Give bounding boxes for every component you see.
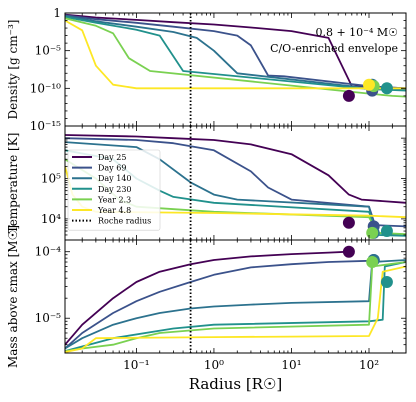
legend-label: Day 69 — [98, 164, 126, 173]
axes-frame — [64, 239, 407, 354]
endpoint-marker-day-230 — [380, 82, 393, 95]
y-tick-label: 10⁻⁵ — [35, 44, 62, 58]
series-line-day-230 — [65, 261, 406, 352]
mass-panel — [64, 239, 407, 354]
legend-label: Roche radius — [98, 217, 151, 226]
endpoint-marker-day-25 — [342, 245, 355, 258]
endpoint-marker-day-25 — [342, 89, 355, 102]
y-tick-label: 10⁻¹⁵ — [30, 119, 61, 133]
x-tick-label: 10⁰ — [204, 358, 224, 372]
legend-label: Day 25 — [98, 153, 126, 162]
endpoint-marker-day-230 — [380, 276, 393, 288]
series-line-day-25 — [65, 134, 406, 204]
mass-axis-label: Mass above εmax [M☉] — [6, 225, 20, 368]
legend-label: Day 140 — [98, 174, 132, 183]
x-tick-label: 10¹ — [281, 358, 301, 372]
series-line-year-4.8 — [65, 19, 406, 90]
series-line-day-140 — [65, 259, 406, 350]
y-tick-label: 10⁻⁵ — [35, 311, 62, 325]
density-panel — [64, 12, 407, 127]
series-line-year-2.3 — [65, 261, 406, 352]
envelope-annotation: C/O-enriched envelope — [270, 42, 398, 55]
density-axis-label: Density [g cm⁻³] — [6, 20, 20, 120]
y-tick-label: 10⁻⁴ — [35, 245, 62, 259]
y-tick-label: 1 — [53, 6, 61, 20]
temperature-axis-label: Temperature [K] — [6, 133, 20, 234]
endpoint-marker-day-25 — [342, 216, 355, 229]
endpoint-marker-year-2.3 — [366, 256, 379, 268]
series-line-year-4.8 — [65, 265, 406, 353]
legend-label: Day 230 — [98, 185, 132, 194]
endpoint-marker-year-2.3 — [366, 226, 379, 239]
legend-label: Year 2.3 — [97, 195, 131, 204]
series-line-day-25 — [65, 250, 349, 346]
series-line-year-2.3 — [65, 17, 406, 98]
x-tick-label: 10⁻¹ — [123, 358, 149, 372]
legend-label: Year 4.8 — [97, 206, 131, 215]
y-tick-label: 10⁵ — [41, 172, 61, 186]
mass-annotation: 0.8 + 10⁻⁴ M☉ — [315, 26, 398, 39]
y-tick-label: 10⁴ — [41, 212, 61, 226]
x-axis-label: Radius [R☉] — [189, 375, 283, 393]
endpoint-marker-year-4.8 — [363, 78, 375, 91]
x-tick-label: 10² — [359, 358, 379, 372]
y-tick-label: 10⁻¹⁰ — [30, 81, 61, 95]
endpoint-marker-day-230 — [380, 225, 393, 237]
series-line-day-69 — [65, 259, 376, 350]
